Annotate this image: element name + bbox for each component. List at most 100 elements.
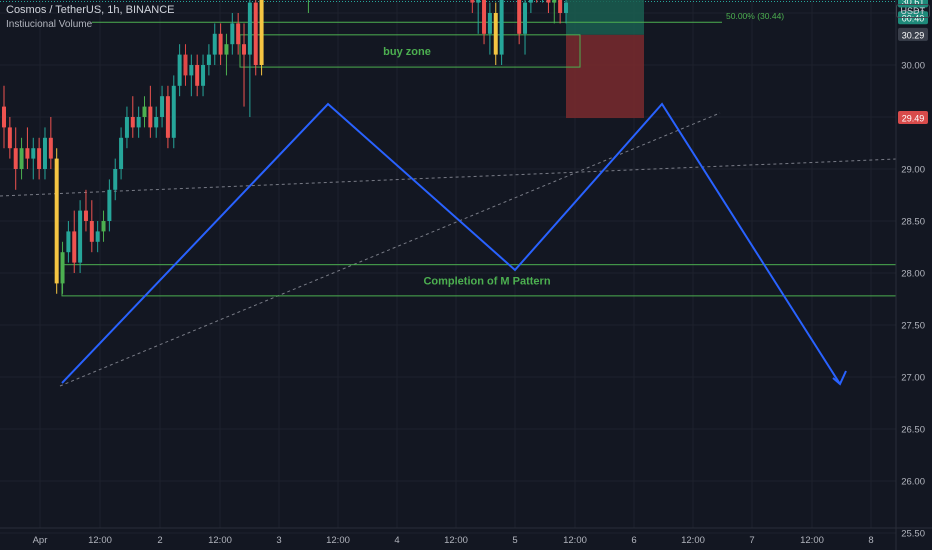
candle: [148, 85, 153, 138]
candle: [13, 127, 18, 190]
candle-body: [523, 2, 528, 34]
candle-body: [528, 0, 533, 3]
candle: [101, 210, 106, 242]
candle-body: [60, 252, 65, 284]
candle: [195, 54, 200, 97]
candle-body: [247, 2, 252, 55]
candle-body: [564, 2, 568, 13]
x-tick-label: 12:00: [444, 535, 468, 546]
candle: [42, 127, 47, 180]
candle-body: [2, 106, 6, 128]
candle-body: [7, 127, 12, 149]
fib-label: 50.00% (30.44): [726, 11, 784, 21]
candle: [517, 0, 522, 45]
candle: [142, 96, 147, 128]
price-tag-text: 29.49: [902, 114, 925, 124]
candle-body: [201, 65, 206, 86]
candle-body: [482, 0, 487, 34]
candle: [113, 158, 118, 201]
y-tick-label: 26.50: [901, 425, 925, 436]
zone-box: [239, 34, 581, 68]
candle-body: [218, 33, 223, 55]
y-tick-label: 30.00: [901, 61, 925, 72]
x-tick-label: 12:00: [326, 535, 350, 546]
candle-body: [487, 13, 492, 34]
m-pattern-arrowhead: [832, 370, 847, 386]
candle: [31, 137, 36, 180]
candle: [242, 23, 247, 107]
candle-body: [48, 137, 53, 159]
candle-body: [160, 96, 165, 117]
candle-body: [136, 117, 141, 128]
candle: [499, 0, 504, 65]
candle-body: [552, 0, 557, 3]
candle: [493, 2, 498, 65]
candle: [48, 117, 53, 169]
candle-body: [83, 210, 88, 221]
candle: [253, 0, 258, 76]
price-tag-text: 30.61: [902, 0, 925, 7]
y-tick-label: 26.00: [901, 477, 925, 488]
candle: [7, 117, 12, 159]
candle-body: [242, 44, 247, 55]
candle: [482, 0, 487, 45]
candle-body: [236, 23, 241, 45]
candle: [119, 127, 124, 180]
candle-body: [25, 148, 30, 159]
trend-line-dashed: [59, 112, 721, 387]
candle-body: [95, 231, 100, 242]
candle-body: [142, 106, 147, 117]
candle-body: [177, 54, 182, 86]
candle-body: [124, 117, 129, 138]
position-stop-box: [566, 34, 644, 119]
candle: [183, 44, 188, 86]
x-tick-label: 7: [749, 535, 754, 546]
zone-label: Completion of M Pattern: [423, 275, 550, 287]
currency-button[interactable]: USDT: [895, 4, 930, 18]
candle-body: [183, 54, 188, 76]
candle: [154, 106, 159, 138]
candle: [19, 137, 24, 180]
x-tick-label: 12:00: [88, 535, 112, 546]
candle-body: [189, 65, 194, 76]
price-tag: 30.29: [898, 27, 928, 41]
price-tag-bg: [898, 111, 928, 125]
candle: [564, 0, 568, 24]
x-tick-label: Apr: [33, 535, 48, 546]
candle: [171, 75, 176, 149]
candle-body: [54, 158, 59, 284]
candle-body: [499, 0, 504, 55]
position-target-box: [566, 0, 644, 35]
candle: [124, 106, 129, 149]
candle: [107, 179, 112, 232]
price-tag: 29.49: [898, 111, 928, 125]
candle: [83, 189, 88, 232]
indicator-label: Instiucional Volume: [6, 19, 93, 30]
candle-body: [476, 0, 481, 3]
candle: [160, 85, 165, 128]
x-tick-label: 6: [631, 535, 636, 546]
candle: [552, 0, 557, 24]
candle-body: [72, 231, 77, 263]
candle-body: [212, 33, 217, 55]
candle-body: [517, 0, 522, 34]
candle: [224, 33, 229, 76]
candle-body: [130, 117, 135, 128]
candle-body: [493, 13, 498, 55]
x-tick-label: 12:00: [800, 535, 824, 546]
grid: [0, 0, 896, 534]
candle-body: [546, 0, 551, 3]
zone-label: buy zone: [383, 46, 431, 58]
candle: [470, 0, 475, 13]
candle-body: [31, 148, 36, 159]
candle-body: [78, 210, 83, 263]
price-tag-bg: [898, 0, 928, 8]
y-tick-label: 28.50: [901, 217, 925, 228]
candle-body: [89, 221, 94, 242]
candle: [60, 241, 65, 294]
candle-body: [107, 189, 112, 221]
trend-line-dashed: [0, 158, 897, 197]
candle: [259, 0, 264, 76]
